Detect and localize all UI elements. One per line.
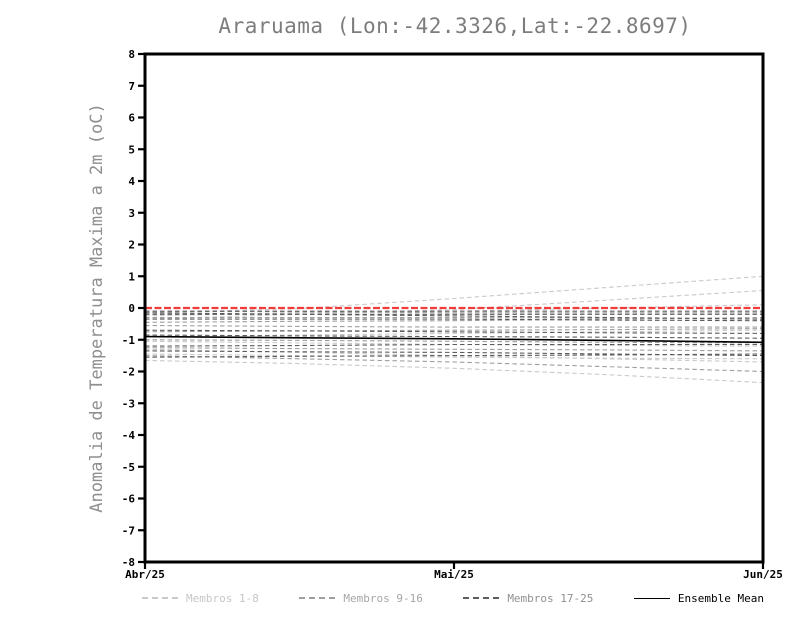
ensemble-member-line-group3 xyxy=(144,343,763,347)
ensemble-member-line-group3 xyxy=(144,350,764,357)
legend-item-membros-17-25: Membros 17-25 xyxy=(463,592,593,605)
x-tick-label: Jun/25 xyxy=(743,568,783,581)
ensemble-member-line-group1 xyxy=(144,329,764,338)
ensemble-member-line-group1 xyxy=(144,289,764,320)
y-tick-label: 4 xyxy=(128,175,135,188)
ensemble-member-line-group2 xyxy=(144,328,764,333)
legend-item-ensemble-mean: Ensemble Mean xyxy=(633,591,764,605)
legend-item-label: Ensemble Mean xyxy=(677,591,764,605)
y-tick-label: -4 xyxy=(122,429,136,442)
legend-line-sample xyxy=(463,597,500,599)
ensemble-member-line-group2 xyxy=(144,324,763,328)
chart-title: Araruama (Lon:-42.3326,Lat:-22.8697) xyxy=(218,14,692,38)
y-tick-label: 6 xyxy=(128,112,135,125)
y-tick-label: 3 xyxy=(128,207,135,220)
y-tick-label: -6 xyxy=(122,493,136,506)
x-tick-label: Abr/25 xyxy=(125,568,165,581)
y-tick-label: 2 xyxy=(128,239,135,252)
ensemble-member-line-group1 xyxy=(144,353,764,360)
y-tick-label: -8 xyxy=(122,556,135,569)
legend-item-membros-1-8: Membros 1-8 xyxy=(142,592,259,605)
ensemble-member-line-group2 xyxy=(144,316,764,323)
ensemble-member-line-group1 xyxy=(144,275,764,314)
legend-item-label: Membros 1-8 xyxy=(186,591,259,605)
ensemble-member-line-group3 xyxy=(145,318,764,322)
legend-line-sample xyxy=(633,597,670,599)
y-tick-label: -1 xyxy=(122,334,136,347)
ensemble-member-line-group1 xyxy=(144,359,764,384)
x-tick-label: Mai/25 xyxy=(434,568,474,581)
y-tick-label: 7 xyxy=(128,80,135,93)
ensemble-member-line-group2 xyxy=(145,316,764,320)
y-tick-label: -7 xyxy=(122,524,135,537)
y-tick-label: 8 xyxy=(128,48,135,61)
ensemble-member-line-group3 xyxy=(144,334,764,339)
y-tick-label: 1 xyxy=(128,270,135,283)
ensemble-member-line-group3 xyxy=(144,353,764,358)
ensemble-member-line-group2 xyxy=(144,310,763,314)
legend-item-label: Membros 9-16 xyxy=(343,591,423,605)
legend-item-membros-9-16: Membros 9-16 xyxy=(299,591,423,605)
y-tick-label: -5 xyxy=(122,461,135,474)
ensemble-member-line-group2 xyxy=(144,347,764,352)
ensemble-member-line-group2 xyxy=(144,355,764,373)
legend-item-label: Membros 17-25 xyxy=(507,591,594,605)
legend-line-sample xyxy=(299,597,336,599)
y-tick-label: 5 xyxy=(128,143,135,156)
ensemble-member-line-group3 xyxy=(144,312,764,320)
ensemble-member-line-group2 xyxy=(144,339,764,344)
ensemble-mean-line xyxy=(144,335,764,344)
y-tick-label: 0 xyxy=(128,302,135,315)
legend: Membros 1-8 Membros 9-16 Membros 17-25 Ense… xyxy=(142,590,764,606)
ensemble-member-line-group3 xyxy=(144,329,764,334)
y-tick-label: -3 xyxy=(122,397,135,410)
y-tick-label: -2 xyxy=(122,366,135,379)
legend-line-sample xyxy=(142,597,178,599)
